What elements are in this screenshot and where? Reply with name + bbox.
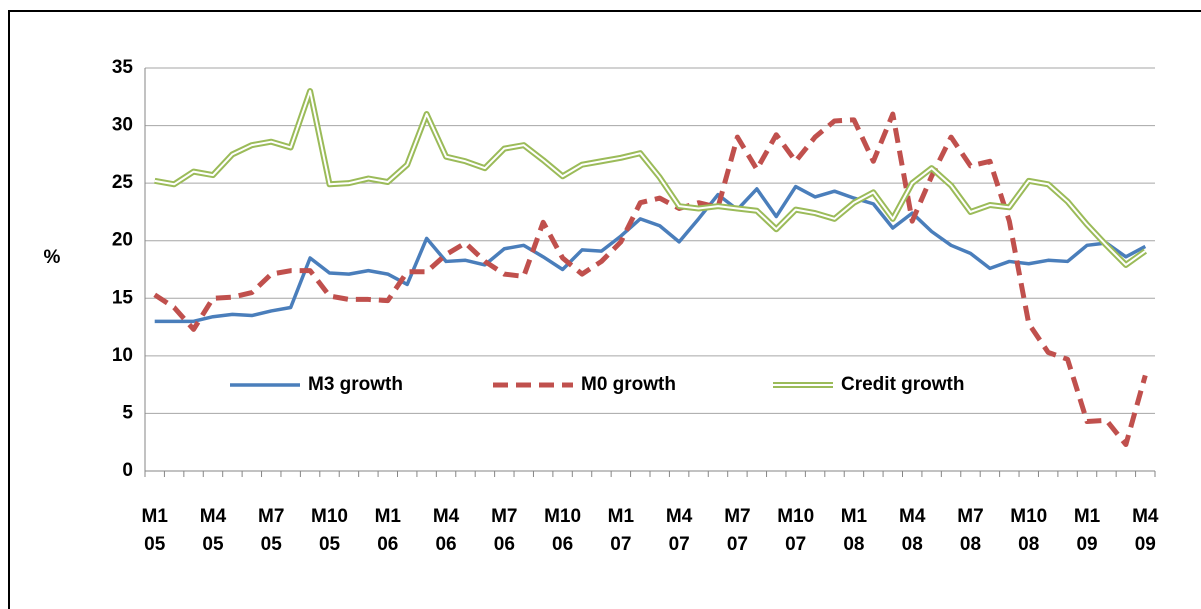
x-tick-label: M1 08	[841, 506, 868, 555]
x-tick-label: M7 07	[724, 506, 750, 555]
x-tick-label: M10 08	[1010, 506, 1047, 555]
series-line	[154, 184, 1147, 324]
x-tick-label: M1 05	[142, 506, 169, 555]
y-tick-label: 30	[112, 115, 133, 136]
y-tick-label: 5	[122, 402, 133, 423]
x-tick-label: M7 05	[258, 506, 284, 555]
x-tick-label: M1 07	[608, 506, 635, 555]
y-tick-label: 0	[122, 460, 133, 481]
y-axis-label: %	[44, 247, 61, 268]
x-tick-label: M4 05	[200, 506, 227, 555]
x-tick-label: M1 06	[375, 506, 402, 555]
x-tick-label: M1 09	[1074, 506, 1101, 555]
legend-label: M3 growth	[308, 374, 403, 395]
x-tick-label: M4 07	[666, 506, 693, 555]
y-tick-label: 20	[112, 230, 133, 251]
y-tick-label: 15	[112, 287, 134, 308]
y-tick-label: 35	[112, 57, 134, 78]
y-tick-label: 25	[112, 172, 134, 193]
frame	[8, 10, 1201, 609]
series-line-inner	[154, 90, 1146, 266]
x-tick-label: M4 09	[1132, 506, 1159, 555]
legend-label: M0 growth	[581, 374, 676, 395]
legend-label: Credit growth	[841, 374, 965, 395]
x-tick-label: M10 06	[544, 506, 581, 555]
x-tick-label: M10 05	[311, 506, 348, 555]
x-tick-label: M4 08	[899, 506, 926, 555]
x-tick-label: M4 06	[433, 506, 460, 555]
x-tick-label: M10 07	[777, 506, 814, 555]
x-tick-label: M7 06	[491, 506, 517, 555]
y-tick-label: 10	[112, 345, 133, 366]
series-line	[153, 111, 1148, 448]
x-tick-label: M7 08	[957, 506, 983, 555]
